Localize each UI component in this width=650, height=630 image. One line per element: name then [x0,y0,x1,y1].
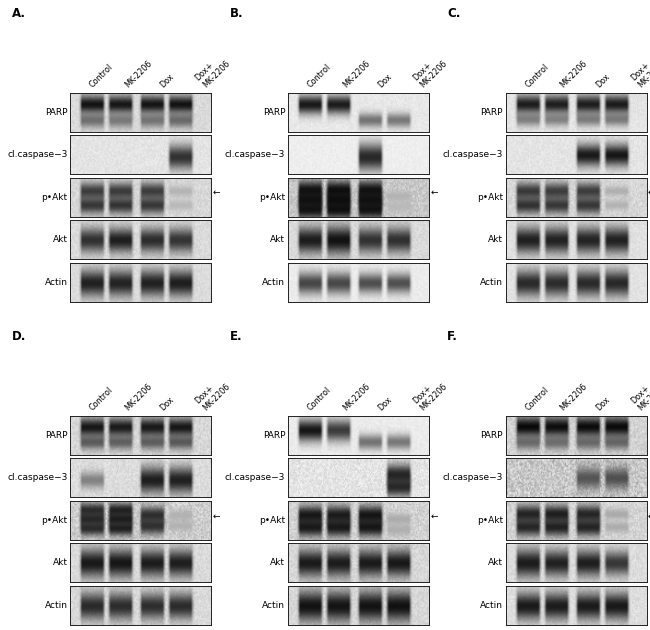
Text: E.: E. [229,330,242,343]
Text: Dox: Dox [594,72,611,89]
Text: cl.caspase−3: cl.caspase−3 [7,473,68,483]
Text: Dox+
MK-2206: Dox+ MK-2206 [629,52,650,89]
Text: cl.caspase−3: cl.caspase−3 [225,473,285,483]
Text: p•Akt: p•Akt [259,516,285,525]
Text: ←: ← [648,188,650,197]
Text: Dox+
MK-2206: Dox+ MK-2206 [411,375,449,413]
Text: ←: ← [430,188,438,197]
Text: Akt: Akt [488,558,503,568]
Text: Control: Control [88,62,115,89]
Text: Control: Control [523,386,551,413]
Text: Dox+
MK-2206: Dox+ MK-2206 [194,52,231,89]
Text: C.: C. [447,7,461,20]
Text: Dox: Dox [594,395,611,413]
Text: D.: D. [12,330,26,343]
Text: Dox: Dox [376,72,393,89]
Text: p•Akt: p•Akt [42,193,68,202]
Text: p•Akt: p•Akt [42,516,68,525]
Text: Control: Control [306,62,333,89]
Text: MK-2206: MK-2206 [341,382,371,413]
Text: Actin: Actin [45,601,68,610]
Text: ←: ← [648,511,650,520]
Text: MK-2206: MK-2206 [341,59,371,89]
Text: Control: Control [306,386,333,413]
Text: Akt: Akt [53,235,68,244]
Text: ←: ← [213,511,220,520]
Text: Akt: Akt [488,235,503,244]
Text: PARP: PARP [263,108,285,117]
Text: B.: B. [229,7,243,20]
Text: PARP: PARP [45,108,68,117]
Text: Dox+
MK-2206: Dox+ MK-2206 [629,375,650,413]
Text: Dox+
MK-2206: Dox+ MK-2206 [194,375,231,413]
Text: Actin: Actin [45,278,68,287]
Text: cl.caspase−3: cl.caspase−3 [443,150,503,159]
Text: Actin: Actin [480,278,503,287]
Text: Dox: Dox [376,395,393,413]
Text: A.: A. [12,7,26,20]
Text: PARP: PARP [480,431,503,440]
Text: p•Akt: p•Akt [477,516,503,525]
Text: p•Akt: p•Akt [477,193,503,202]
Text: Actin: Actin [480,601,503,610]
Text: Akt: Akt [270,558,285,568]
Text: Actin: Actin [263,601,285,610]
Text: Control: Control [523,62,551,89]
Text: MK-2206: MK-2206 [558,59,589,89]
Text: cl.caspase−3: cl.caspase−3 [225,150,285,159]
Text: Dox+
MK-2206: Dox+ MK-2206 [411,52,449,89]
Text: Control: Control [88,386,115,413]
Text: Dox: Dox [159,395,176,413]
Text: Dox: Dox [159,72,176,89]
Text: cl.caspase−3: cl.caspase−3 [7,150,68,159]
Text: ←: ← [213,188,220,197]
Text: Actin: Actin [263,278,285,287]
Text: cl.caspase−3: cl.caspase−3 [443,473,503,483]
Text: PARP: PARP [480,108,503,117]
Text: Akt: Akt [53,558,68,568]
Text: PARP: PARP [45,431,68,440]
Text: Akt: Akt [270,235,285,244]
Text: p•Akt: p•Akt [259,193,285,202]
Text: PARP: PARP [263,431,285,440]
Text: ←: ← [430,511,438,520]
Text: MK-2206: MK-2206 [558,382,589,413]
Text: MK-2206: MK-2206 [123,59,153,89]
Text: MK-2206: MK-2206 [123,382,153,413]
Text: F.: F. [447,330,458,343]
